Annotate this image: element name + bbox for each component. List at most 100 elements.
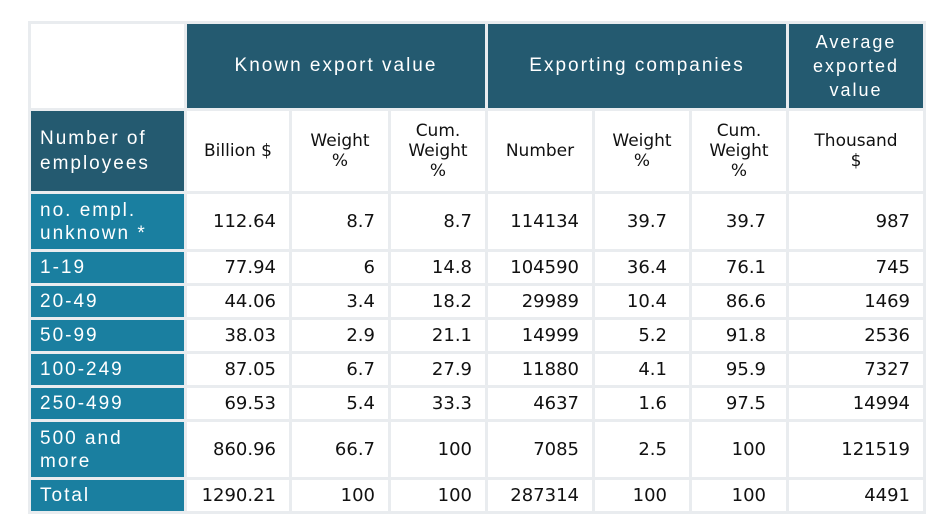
cell-thousand: 745 bbox=[789, 252, 923, 283]
subheader-text: % bbox=[730, 161, 748, 181]
cell-weight-2: 2.5 bbox=[595, 422, 689, 477]
group-exporting-companies: Exporting companies bbox=[488, 24, 786, 108]
subheader-number: Number bbox=[488, 111, 592, 191]
export-table: Known export value Exporting companies A… bbox=[28, 21, 926, 514]
row-label-line: 500 and bbox=[40, 427, 123, 449]
cell-weight-1: 66.7 bbox=[292, 422, 388, 477]
cell-billion: 1290.21 bbox=[187, 480, 289, 511]
cell-thousand: 121519 bbox=[789, 422, 923, 477]
cell-cum-weight-2: 91.8 bbox=[692, 320, 786, 351]
cell-cum-weight-1: 33.3 bbox=[391, 388, 485, 419]
cell-number: 11880 bbox=[488, 354, 592, 385]
employees-header: Number of employees bbox=[31, 111, 184, 191]
group-label-line: exported bbox=[812, 56, 900, 76]
cell-cum-weight-1: 14.8 bbox=[391, 252, 485, 283]
subheader-text: Billion $ bbox=[204, 141, 272, 161]
subheader-cum-weight-1: Cum. Weight% bbox=[391, 111, 485, 191]
group-known-export-value: Known export value bbox=[187, 24, 485, 108]
cell-number: 14999 bbox=[488, 320, 592, 351]
row-label: 50-99 bbox=[31, 320, 184, 351]
cell-weight-1: 5.4 bbox=[292, 388, 388, 419]
row-label: 100-249 bbox=[31, 354, 184, 385]
subheader-text: Thousand bbox=[814, 131, 898, 151]
cell-weight-2: 4.1 bbox=[595, 354, 689, 385]
employees-header-line: employees bbox=[40, 153, 150, 174]
table-row: 50-99 38.03 2.9 21.1 14999 5.2 91.8 2536 bbox=[31, 320, 923, 351]
blank-corner bbox=[31, 24, 184, 108]
row-label: Total bbox=[31, 480, 184, 511]
cell-billion: 77.94 bbox=[187, 252, 289, 283]
subheader-text: Cum. bbox=[415, 121, 461, 141]
cell-number: 104590 bbox=[488, 252, 592, 283]
cell-cum-weight-1: 100 bbox=[391, 480, 485, 511]
employees-header-line: Number of bbox=[40, 128, 147, 149]
cell-weight-2: 5.2 bbox=[595, 320, 689, 351]
cell-cum-weight-1: 100 bbox=[391, 422, 485, 477]
cell-cum-weight-2: 86.6 bbox=[692, 286, 786, 317]
cell-number: 114134 bbox=[488, 194, 592, 249]
cell-weight-2: 36.4 bbox=[595, 252, 689, 283]
subheader-text: $ bbox=[850, 151, 862, 171]
row-label-line: no. empl. bbox=[40, 199, 137, 221]
subheader-thousand: Thousand $ bbox=[789, 111, 923, 191]
cell-cum-weight-2: 97.5 bbox=[692, 388, 786, 419]
cell-billion: 87.05 bbox=[187, 354, 289, 385]
cell-thousand: 4491 bbox=[789, 480, 923, 511]
cell-thousand: 14994 bbox=[789, 388, 923, 419]
cell-billion: 860.96 bbox=[187, 422, 289, 477]
cell-billion: 112.64 bbox=[187, 194, 289, 249]
cell-thousand: 987 bbox=[789, 194, 923, 249]
cell-thousand: 1469 bbox=[789, 286, 923, 317]
cell-thousand: 7327 bbox=[789, 354, 923, 385]
cell-weight-1: 8.7 bbox=[292, 194, 388, 249]
cell-number: 29989 bbox=[488, 286, 592, 317]
row-label: 20-49 bbox=[31, 286, 184, 317]
cell-cum-weight-1: 8.7 bbox=[391, 194, 485, 249]
group-label-line: Average bbox=[815, 32, 897, 52]
subheader-text: Number bbox=[505, 141, 575, 161]
cell-weight-1: 6 bbox=[292, 252, 388, 283]
subheader-text: Cum. bbox=[716, 121, 762, 141]
cell-weight-2: 10.4 bbox=[595, 286, 689, 317]
subheader-text: % bbox=[429, 161, 447, 181]
table-row: no. empl. unknown * 112.64 8.7 8.7 114134… bbox=[31, 194, 923, 249]
subheader-text: Weight bbox=[408, 141, 468, 161]
cell-thousand: 2536 bbox=[789, 320, 923, 351]
cell-billion: 69.53 bbox=[187, 388, 289, 419]
cell-number: 7085 bbox=[488, 422, 592, 477]
subheader-weight-1: Weight% bbox=[292, 111, 388, 191]
table-row: 20-49 44.06 3.4 18.2 29989 10.4 86.6 146… bbox=[31, 286, 923, 317]
group-label: Exporting companies bbox=[529, 55, 745, 76]
subheader-weight-2: Weight% bbox=[595, 111, 689, 191]
group-average-exported-value: Average exported value bbox=[789, 24, 923, 108]
cell-cum-weight-2: 39.7 bbox=[692, 194, 786, 249]
row-label: 1-19 bbox=[31, 252, 184, 283]
cell-weight-2: 100 bbox=[595, 480, 689, 511]
group-label-line: value bbox=[829, 80, 883, 100]
table-row-total: Total 1290.21 100 100 287314 100 100 449… bbox=[31, 480, 923, 511]
table-row: 250-499 69.53 5.4 33.3 4637 1.6 97.5 149… bbox=[31, 388, 923, 419]
cell-cum-weight-2: 95.9 bbox=[692, 354, 786, 385]
row-label: 500 and more bbox=[31, 422, 184, 477]
cell-cum-weight-1: 21.1 bbox=[391, 320, 485, 351]
subheader-text: % bbox=[331, 151, 349, 171]
table-row: 100-249 87.05 6.7 27.9 11880 4.1 95.9 73… bbox=[31, 354, 923, 385]
cell-billion: 44.06 bbox=[187, 286, 289, 317]
cell-cum-weight-2: 100 bbox=[692, 480, 786, 511]
cell-weight-1: 2.9 bbox=[292, 320, 388, 351]
cell-number: 4637 bbox=[488, 388, 592, 419]
row-label-line: unknown * bbox=[40, 222, 147, 244]
cell-cum-weight-1: 27.9 bbox=[391, 354, 485, 385]
cell-cum-weight-2: 76.1 bbox=[692, 252, 786, 283]
cell-number: 287314 bbox=[488, 480, 592, 511]
row-label: no. empl. unknown * bbox=[31, 194, 184, 249]
cell-cum-weight-1: 18.2 bbox=[391, 286, 485, 317]
subheader-text: Weight bbox=[612, 131, 672, 151]
cell-weight-2: 39.7 bbox=[595, 194, 689, 249]
cell-weight-1: 6.7 bbox=[292, 354, 388, 385]
row-label: 250-499 bbox=[31, 388, 184, 419]
table-row: 500 and more 860.96 66.7 100 7085 2.5 100… bbox=[31, 422, 923, 477]
subheader-text: Weight bbox=[709, 141, 769, 161]
subheader-billion: Billion $ bbox=[187, 111, 289, 191]
subheader-text: % bbox=[633, 151, 651, 171]
